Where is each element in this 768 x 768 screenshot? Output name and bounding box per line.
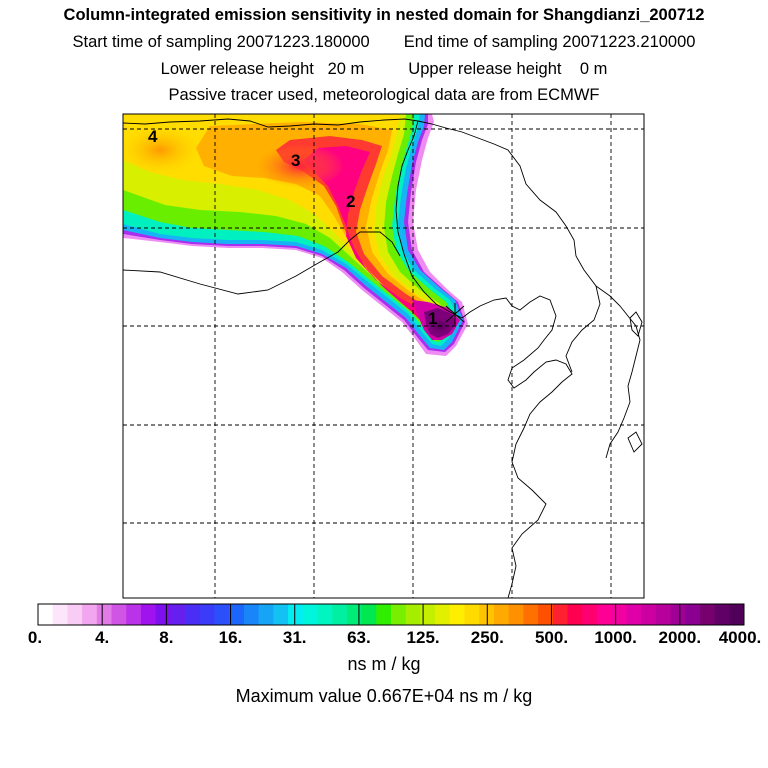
tracer-info: Passive tracer used, meteorological data… xyxy=(168,86,600,104)
legend-tick-label: 500. xyxy=(534,628,569,647)
legend-color-cell xyxy=(582,604,598,625)
legend-color-cell xyxy=(670,604,686,625)
legend-color-cell xyxy=(82,604,98,625)
hotspot-3 xyxy=(256,144,344,188)
legend-color-cell xyxy=(185,604,201,625)
legend-color-cell xyxy=(288,604,304,625)
legend-color-cell xyxy=(199,604,215,625)
start-time-label: Start time of sampling 20071223.180000 xyxy=(72,33,370,51)
coastline-east xyxy=(461,295,573,598)
legend-tick-label: 8. xyxy=(159,628,174,647)
release-label-2: 2 xyxy=(346,192,356,211)
legend-color-cell xyxy=(140,604,157,625)
legend-color-cell xyxy=(435,604,451,625)
legend-color-cell xyxy=(332,604,348,625)
legend-tick-label: 0. xyxy=(27,628,43,647)
contour-level-10 xyxy=(304,146,436,326)
island-1 xyxy=(629,311,643,337)
legend-color-cell xyxy=(552,604,568,625)
legend-color-cell xyxy=(508,604,524,625)
legend-color-cell xyxy=(611,604,627,625)
sampling-times: Start time of sampling 20071223.180000 En… xyxy=(0,33,768,52)
legend-color-cell xyxy=(493,604,510,625)
coastline-korea xyxy=(595,285,641,459)
coastline-mid xyxy=(123,231,401,295)
legend-color-cell xyxy=(346,604,362,625)
legend-color-cell xyxy=(111,604,127,625)
release-heights: Lower release height 20 m Upper release h… xyxy=(0,60,768,79)
legend-tick-label: 1000. xyxy=(594,628,637,647)
receptor-marker xyxy=(445,303,465,325)
legend-tick-label: 4000. xyxy=(718,628,762,647)
legend-color-cell xyxy=(67,604,83,625)
legend-tick-label: 31. xyxy=(282,628,307,647)
legend-color-cell xyxy=(464,604,480,625)
legend-color-cell xyxy=(420,604,436,625)
hotspot-4 xyxy=(123,126,200,174)
legend-color-cell xyxy=(449,604,465,625)
legend-cells xyxy=(38,604,745,625)
legend-color-cell xyxy=(126,604,142,625)
legend-color-cell xyxy=(273,604,289,625)
plot-title: Column-integrated emission sensitivity i… xyxy=(63,6,705,24)
legend-tick-label: 125. xyxy=(406,628,440,647)
legend-color-cell xyxy=(714,604,730,625)
legend-frame xyxy=(37,603,745,626)
legend-color-cell xyxy=(729,604,745,625)
legend-color-cell xyxy=(170,604,186,625)
release-label-4: 4 xyxy=(148,127,158,146)
legend-color-cell xyxy=(655,604,671,625)
map-frame xyxy=(122,113,645,599)
legend-dividers xyxy=(101,604,681,625)
legend-tick-label: 4. xyxy=(95,628,110,647)
legend-color-cell xyxy=(361,604,377,625)
legend-color-cell xyxy=(538,604,554,625)
legend-color-cell xyxy=(302,604,318,625)
legend-color-cell xyxy=(523,604,539,625)
release-label-1: 1 xyxy=(428,309,438,328)
legend-color-cell xyxy=(685,604,701,625)
legend-tick-label: 16. xyxy=(218,628,243,647)
legend-color-cell xyxy=(243,604,260,625)
legend-color-cell xyxy=(229,604,245,625)
legend-color-cell xyxy=(52,604,68,625)
legend-color-cell xyxy=(258,604,274,625)
island-2 xyxy=(627,431,643,453)
legend-color-cell xyxy=(626,604,642,625)
legend-color-cell xyxy=(376,604,392,625)
sensitivity-field xyxy=(123,114,468,356)
coastlines xyxy=(123,118,643,598)
release-label-3: 3 xyxy=(291,151,301,170)
legend-color-cell xyxy=(38,604,54,625)
legend-units: ns m / kg xyxy=(347,654,421,674)
legend-color-cell xyxy=(699,604,715,625)
legend-tick-label: 250. xyxy=(470,628,504,647)
legend-tick-label: 63. xyxy=(347,628,371,647)
legend-color-cell xyxy=(567,604,583,625)
maximum-value-label: Maximum value 0.667E+04 ns m / kg xyxy=(235,686,533,706)
coastline-north xyxy=(123,118,463,319)
lower-release-label: Lower release height 20 m xyxy=(160,60,365,78)
legend-color-cell xyxy=(214,604,230,625)
legend-color-cell xyxy=(155,604,171,625)
upper-release-label: Upper release height 0 m xyxy=(408,60,608,78)
lat-lon-grid xyxy=(123,114,644,598)
coastline-northeast xyxy=(417,120,601,373)
legend-color-cell xyxy=(96,604,112,625)
legend-tick-label: 2000. xyxy=(658,628,702,647)
end-time-label: End time of sampling 20071223.210000 xyxy=(403,33,696,51)
legend-color-cell xyxy=(405,604,421,625)
legend-color-cell xyxy=(317,604,333,625)
legend-color-cell xyxy=(596,604,613,625)
legend-color-cell xyxy=(641,604,657,625)
legend-color-cell xyxy=(391,604,407,625)
